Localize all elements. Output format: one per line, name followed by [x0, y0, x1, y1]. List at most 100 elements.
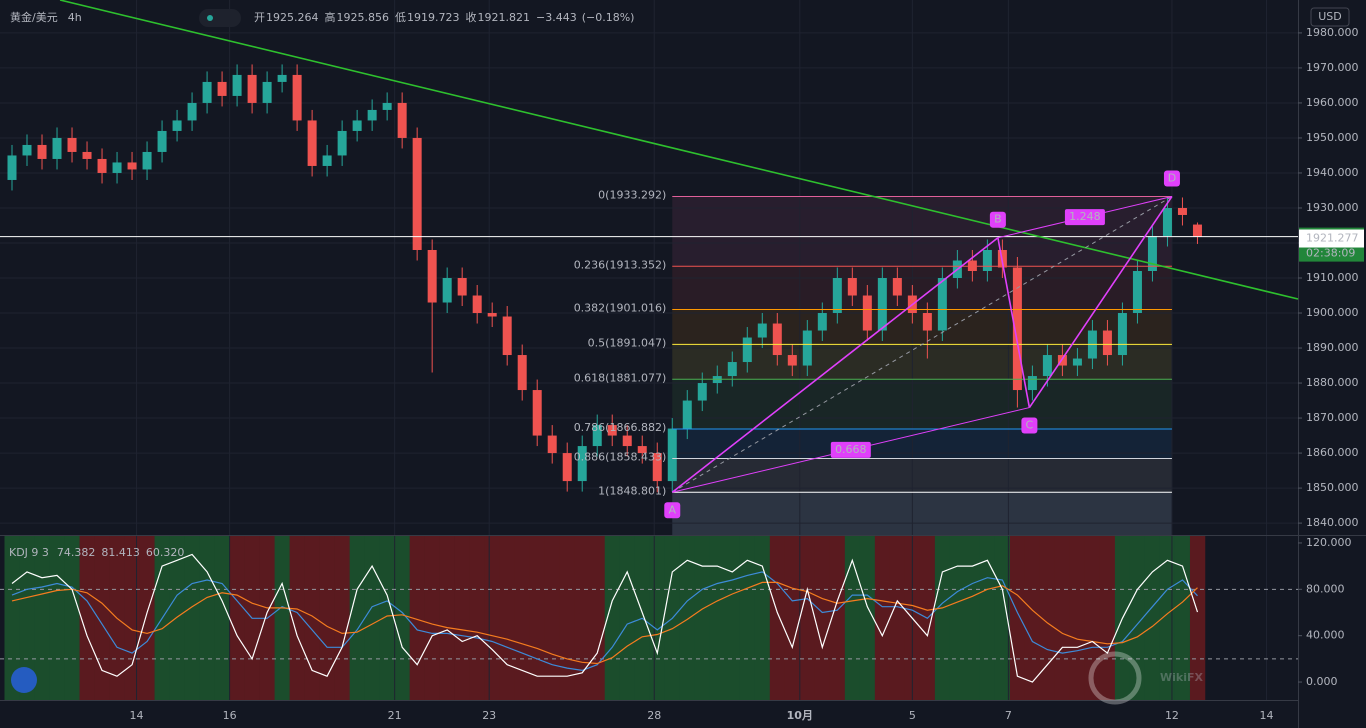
indicator-value: 60.320	[146, 546, 185, 559]
y-tick-label: 1940.000	[1306, 166, 1359, 179]
fib-zone	[672, 492, 1172, 535]
harmonic-leg	[671, 237, 999, 493]
ohlc-value: 1925.264	[266, 11, 319, 24]
fib-label: 0.236(1913.352)	[574, 258, 667, 271]
candle-body	[667, 428, 677, 482]
x-tick-label: 28	[647, 709, 661, 722]
signal-band	[934, 536, 951, 700]
candle-body	[457, 278, 467, 296]
trendline-price: 1921.277	[1306, 232, 1359, 245]
signal-band	[49, 536, 65, 700]
candle-body	[877, 278, 887, 331]
candle-body	[37, 144, 47, 159]
candle-body	[367, 109, 377, 121]
signal-band	[529, 536, 546, 700]
point-label: C	[1026, 419, 1034, 432]
y-tick-label: 1910.000	[1306, 271, 1359, 284]
signal-band	[349, 536, 365, 700]
indicator-value: 81.413	[101, 546, 140, 559]
status-dot	[207, 15, 213, 21]
y-tick-label: 80.000	[1306, 582, 1345, 595]
trendline-price-box	[1299, 229, 1364, 248]
candle-body	[742, 337, 752, 363]
candle-body	[727, 362, 737, 377]
x-tick-label: 5	[909, 709, 916, 722]
signal-band	[334, 536, 350, 700]
candle-body	[862, 295, 872, 331]
signal-band	[394, 536, 410, 700]
candle-body	[577, 446, 587, 482]
candle-body	[127, 162, 137, 170]
ratio-box	[1064, 209, 1105, 226]
y-tick-label: 1950.000	[1306, 131, 1359, 144]
y-tick-label: 40.000	[1306, 629, 1345, 642]
candle-body	[22, 144, 32, 156]
candle-body	[157, 130, 167, 152]
x-tick-label: 23	[482, 709, 496, 722]
ohlc-value: 1919.723	[407, 11, 460, 24]
candle-body	[292, 74, 302, 121]
indicator-title: KDJ 9 3	[9, 546, 49, 559]
signal-band	[769, 536, 786, 700]
harmonic-guide	[672, 196, 1173, 493]
candle-body	[307, 120, 317, 166]
fib-label: 0.786(1866.882)	[574, 421, 667, 434]
currency-button[interactable]	[1310, 7, 1350, 27]
interval: 4h	[68, 11, 82, 24]
x-tick-label: 21	[388, 709, 402, 722]
signal-band	[619, 536, 636, 700]
ratio-label: 1.248	[1069, 210, 1101, 223]
y-tick-label: 1840.000	[1306, 516, 1359, 529]
signal-band	[694, 536, 711, 700]
harmonic-leg	[1028, 196, 1173, 409]
trendline	[59, 0, 1299, 300]
candle-body	[7, 155, 17, 180]
candle-body	[412, 137, 422, 250]
candle-body	[1072, 358, 1082, 366]
candle-body	[772, 323, 782, 356]
kdj-line	[11, 553, 1199, 683]
candle-body	[217, 81, 227, 96]
y-tick-label: 1850.000	[1306, 481, 1359, 494]
candle-body	[892, 278, 902, 296]
price-axis	[1298, 0, 1366, 728]
x-tick-label: 14	[1259, 709, 1273, 722]
candle-body	[52, 137, 62, 159]
indicator-toggle[interactable]	[199, 9, 241, 27]
overlays: 1840.000 1850.000 1860.000 1870.000 1880.000…	[0, 7, 1366, 722]
candle-body	[1057, 355, 1067, 366]
ratio-box	[830, 441, 871, 458]
y-tick-label: 1900.000	[1306, 306, 1359, 319]
x-tick-label: 10月	[787, 709, 813, 722]
y-tick-label: 1870.000	[1306, 411, 1359, 424]
fib-label: 1(1848.801)	[598, 484, 666, 497]
point-box	[664, 502, 681, 519]
candle-body	[202, 81, 212, 103]
candle-body	[532, 390, 542, 436]
signal-band	[34, 536, 50, 700]
candle-body	[922, 313, 932, 331]
signal-band	[754, 536, 771, 700]
fib-zone	[672, 458, 1172, 493]
ohlc-label: 收	[466, 10, 477, 24]
signal-band	[484, 536, 500, 700]
signal-band	[214, 536, 230, 700]
candle-body	[247, 74, 257, 103]
candle-body	[1102, 330, 1112, 356]
candle-body	[502, 316, 512, 356]
signal-band	[289, 536, 305, 700]
candle-body	[262, 81, 272, 103]
candle-body	[1177, 207, 1187, 215]
y-tick-label: 0.000	[1306, 675, 1338, 688]
candle-body	[832, 278, 842, 314]
candle-body	[382, 102, 392, 110]
signal-band	[814, 536, 831, 700]
y-tick-label: 1960.000	[1306, 96, 1359, 109]
signal-band	[184, 536, 200, 700]
point-box	[1163, 170, 1180, 187]
countdown-box	[1299, 245, 1364, 262]
candle-body	[967, 260, 977, 272]
signal-band	[514, 536, 531, 700]
